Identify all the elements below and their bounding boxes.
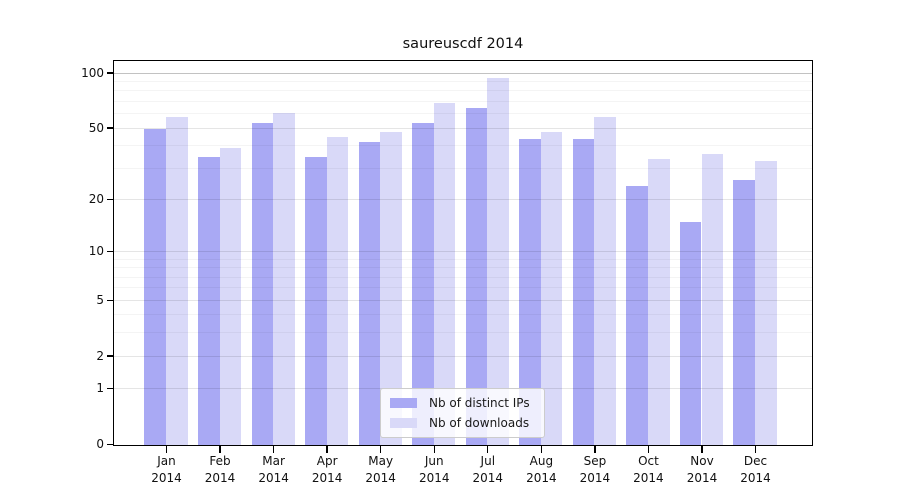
x-tick-label: Aug 2014 — [526, 453, 557, 486]
bar — [197, 156, 220, 445]
bar — [166, 116, 188, 445]
y-tick-mark — [106, 250, 114, 253]
x-tick-mark — [326, 445, 328, 453]
bar — [305, 156, 327, 445]
bar — [251, 122, 274, 445]
bar — [755, 161, 777, 445]
y-tick-mark — [106, 388, 114, 390]
y-tick-mark — [106, 72, 114, 74]
y-tick-label: 1 — [96, 381, 104, 396]
legend-swatch — [390, 418, 417, 428]
legend-swatch — [390, 398, 417, 408]
x-tick-mark — [754, 445, 757, 453]
y-tick-label: 0 — [96, 437, 104, 451]
bar — [326, 136, 349, 445]
x-tick-mark — [647, 445, 650, 453]
x-tick-mark — [219, 445, 221, 453]
x-tick-label: Oct 2014 — [633, 453, 664, 486]
bar — [701, 154, 724, 445]
plot-area — [113, 60, 813, 446]
bar — [380, 131, 402, 445]
x-tick-label: Jun 2014 — [418, 453, 450, 486]
x-tick-mark — [272, 445, 275, 453]
bar — [572, 138, 595, 445]
bar — [487, 77, 509, 445]
x-tick-label: Nov 2014 — [686, 453, 718, 486]
x-tick-mark — [594, 445, 596, 453]
y-tick-label: 2 — [96, 348, 104, 363]
legend-label: Nb of downloads — [429, 416, 530, 430]
x-tick-mark — [540, 445, 543, 453]
legend-item: Nb of downloads — [390, 416, 536, 430]
bar — [412, 122, 434, 445]
bar — [433, 103, 456, 445]
y-tick-mark — [106, 127, 114, 129]
y-tick-label: 50 — [88, 120, 104, 135]
x-tick-label: Dec 2014 — [740, 453, 771, 486]
x-tick-label: Jan 2014 — [151, 453, 182, 486]
y-tick-mark — [106, 198, 114, 201]
x-tick-mark — [165, 445, 168, 453]
y-tick-mark — [106, 355, 114, 357]
legend-label: Nb of distinct IPs — [429, 396, 530, 410]
y-tick-label: 5 — [96, 292, 104, 307]
bar — [144, 128, 166, 445]
bar — [358, 142, 381, 445]
bars-layer — [114, 61, 812, 445]
x-tick-mark — [433, 445, 435, 453]
chart-title: saureuscdf 2014 — [402, 36, 524, 52]
x-tick-label: Sep 2014 — [579, 453, 611, 486]
bar — [733, 179, 756, 445]
bar — [519, 138, 541, 445]
bar — [679, 221, 702, 445]
y-tick-label: 10 — [88, 244, 104, 259]
x-tick-label: Feb 2014 — [204, 453, 236, 486]
x-tick-label: May 2014 — [365, 453, 396, 486]
y-tick-mark — [106, 443, 114, 446]
bar — [594, 116, 616, 445]
bar — [219, 148, 242, 445]
bar — [273, 112, 295, 445]
bar — [626, 185, 648, 445]
x-tick-mark — [701, 445, 703, 453]
y-tick-label: 20 — [88, 191, 104, 206]
bar — [540, 131, 563, 445]
y-tick-mark — [106, 299, 114, 301]
x-tick-label: Apr 2014 — [311, 453, 343, 486]
legend-item: Nb of distinct IPs — [390, 396, 536, 410]
x-tick-label: Mar 2014 — [258, 453, 289, 486]
bar — [647, 158, 670, 445]
x-tick-mark — [380, 445, 382, 453]
x-tick-mark — [487, 445, 489, 453]
x-tick-label: Jul 2014 — [472, 453, 504, 486]
y-tick-label: 100 — [81, 65, 104, 80]
bar — [465, 107, 488, 445]
legend-box: Nb of distinct IPs Nb of downloads — [380, 388, 545, 438]
